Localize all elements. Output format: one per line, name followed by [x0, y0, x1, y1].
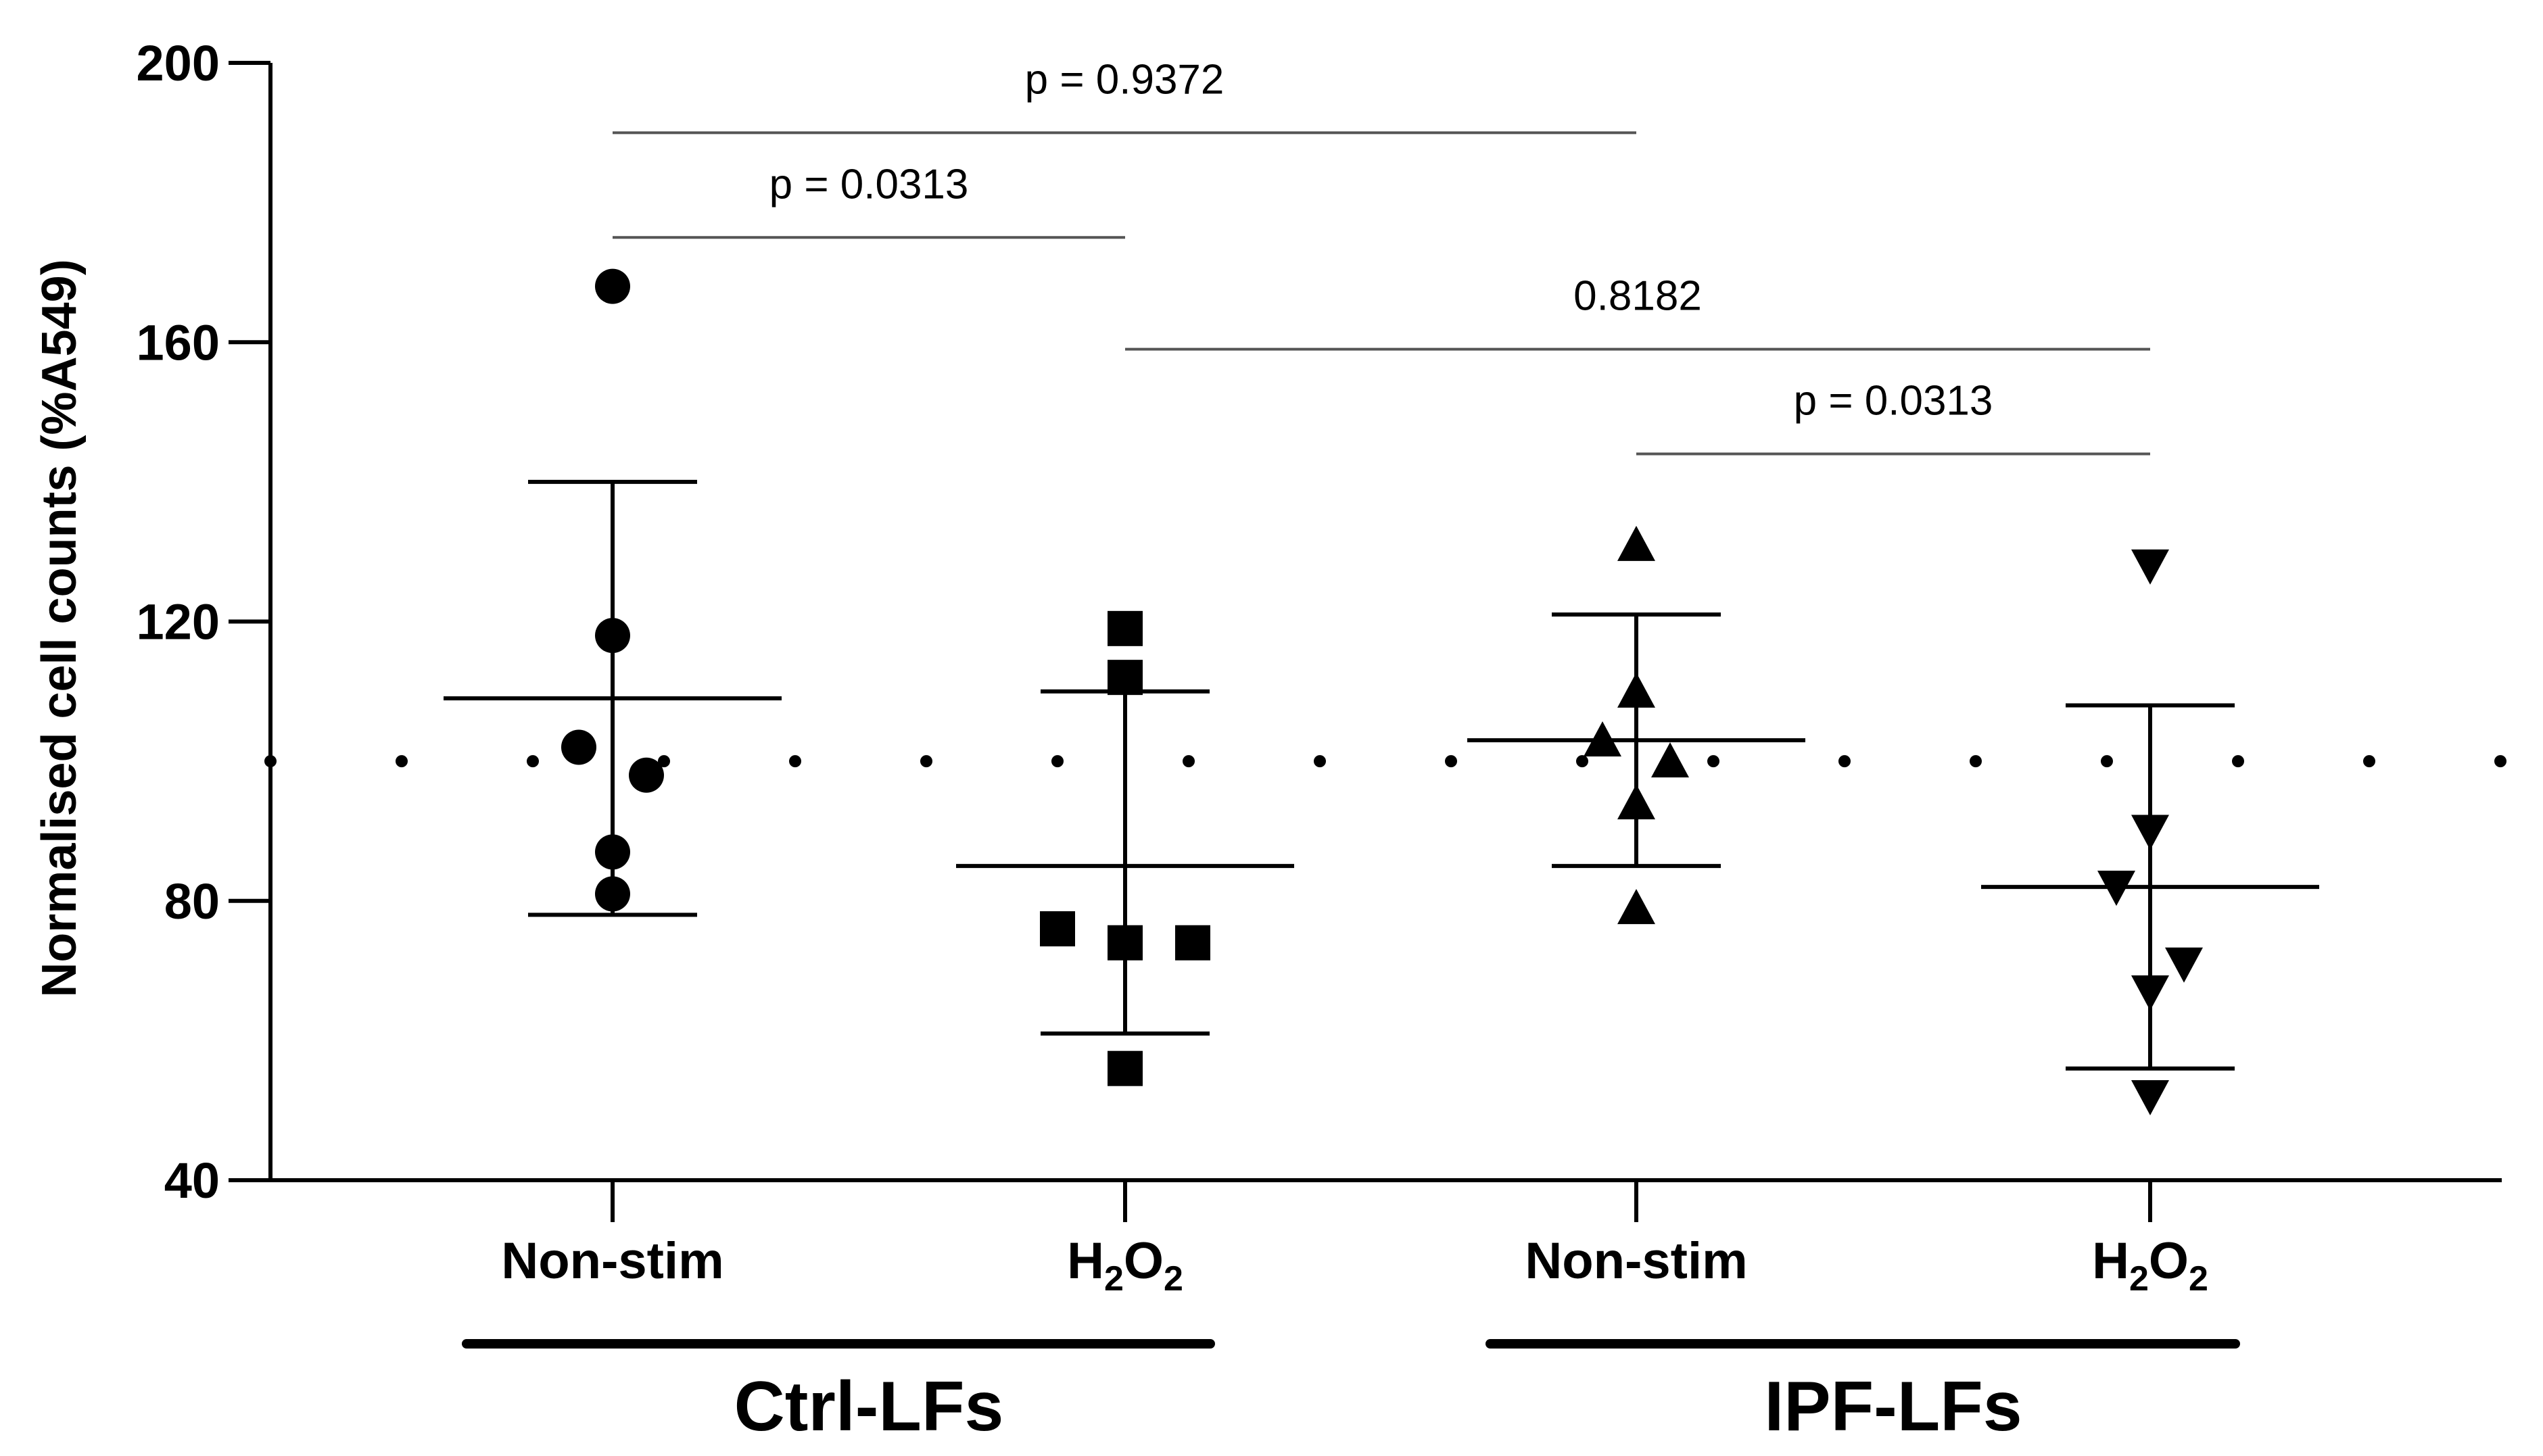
data-point-2-3: [1651, 742, 1689, 778]
group-label-0: Ctrl-LFs: [734, 1367, 1004, 1446]
data-point-1-4: [1175, 925, 1210, 961]
y-tick-label-120: 120: [137, 594, 220, 650]
reference-dot: [1838, 755, 1851, 768]
comparison-label-0: p = 0.9372: [1025, 56, 1225, 103]
x-category-label-1: H2O2: [1067, 1232, 1183, 1299]
data-point-0-0: [595, 268, 630, 304]
data-point-3-2: [2097, 871, 2135, 906]
data-point-0-2: [561, 729, 596, 765]
comparison-label-3: p = 0.0313: [1794, 378, 1993, 424]
data-point-0-3: [629, 757, 664, 793]
label-part: 2: [1104, 1259, 1124, 1299]
y-tick-label-200: 200: [137, 35, 220, 91]
x-category-label-0: Non-stim: [501, 1232, 723, 1290]
reference-dot: [1314, 755, 1326, 768]
label-part: 2: [2129, 1259, 2149, 1299]
group-label-1: IPF-LFs: [1764, 1367, 2022, 1446]
data-point-3-1: [2131, 815, 2169, 850]
label-part: H: [1067, 1232, 1104, 1290]
data-point-1-0: [1108, 610, 1143, 646]
data-point-0-4: [595, 834, 630, 870]
y-tick-label-40: 40: [164, 1152, 220, 1209]
reference-dot: [789, 755, 801, 768]
data-point-0-1: [595, 618, 630, 654]
y-tick-label-160: 160: [137, 314, 220, 370]
data-point-layer: [561, 268, 2203, 1116]
data-point-3-4: [2131, 975, 2169, 1011]
comparison-label-2: 0.8182: [1573, 273, 1702, 320]
x-category-label-2: Non-stim: [1525, 1232, 1747, 1290]
reference-dot: [527, 755, 539, 768]
data-point-2-0: [1617, 525, 1655, 561]
reference-dot: [1707, 755, 1719, 768]
reference-dot: [396, 755, 408, 768]
data-point-3-0: [2131, 549, 2169, 585]
data-point-2-1: [1617, 672, 1655, 708]
reference-dot: [1970, 755, 1982, 768]
data-point-2-5: [1617, 889, 1655, 925]
y-axis-title: Normalised cell counts (%A549): [32, 259, 87, 997]
data-point-0-5: [595, 876, 630, 912]
comparison-label-1: p = 0.0313: [769, 161, 969, 208]
reference-dot: [2363, 755, 2375, 768]
data-point-3-5: [2131, 1080, 2169, 1116]
reference-dot: [920, 755, 932, 768]
data-point-2-4: [1617, 784, 1655, 820]
y-tick-label-80: 80: [164, 873, 220, 929]
reference-line-layer: [264, 755, 2506, 768]
reference-dot: [1183, 755, 1195, 768]
label-part: 2: [1164, 1259, 1183, 1299]
error-bar-layer: [444, 479, 2319, 1071]
reference-dot: [2232, 755, 2244, 768]
comparison-layer: p = 0.9372 p = 0.0313 0.8182 p = 0.0313: [613, 56, 2150, 456]
axis-layer: 40 80 120 160 200 Normalised cell counts (%A5…: [32, 35, 2502, 1222]
data-point-1-5: [1108, 1050, 1143, 1086]
x-category-label-3: H2O2: [2092, 1232, 2208, 1299]
label-part: O: [1124, 1232, 1164, 1290]
reference-dot: [658, 755, 670, 768]
label-part: H: [2092, 1232, 2129, 1290]
reference-dot: [1051, 755, 1064, 768]
reference-dot: [2101, 755, 2113, 768]
reference-dot: [1445, 755, 1457, 768]
data-point-3-3: [2165, 947, 2203, 983]
data-point-2-2: [1584, 721, 1621, 757]
label-part: O: [2149, 1232, 2189, 1290]
reference-dot: [1576, 755, 1588, 768]
data-point-1-3: [1108, 925, 1143, 961]
reference-dot: [2494, 755, 2506, 768]
data-point-1-1: [1108, 660, 1143, 696]
data-point-1-2: [1040, 911, 1075, 947]
label-part: 2: [2189, 1259, 2208, 1299]
